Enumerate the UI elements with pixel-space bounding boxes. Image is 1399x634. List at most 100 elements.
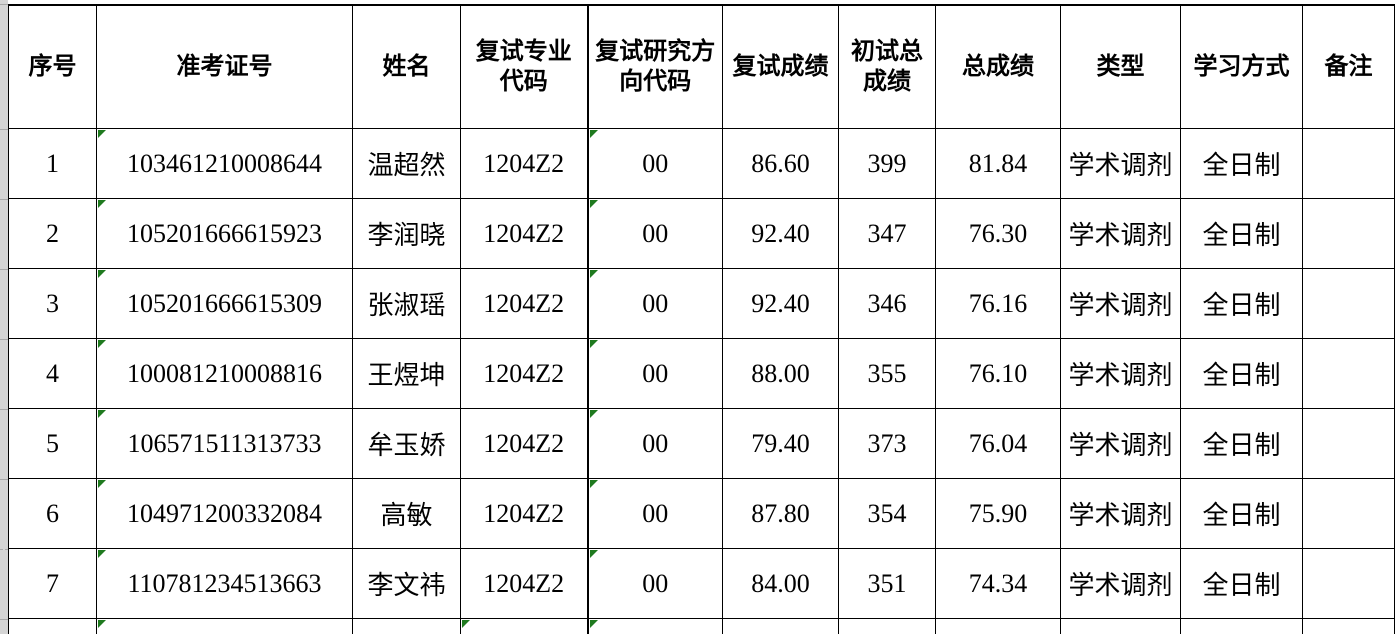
table-cell[interactable] xyxy=(838,618,936,634)
table-cell[interactable]: 5 xyxy=(8,408,97,479)
table-cell[interactable]: 110781234513663 xyxy=(96,548,353,619)
table-cell[interactable]: 1204Z2 xyxy=(460,268,588,339)
table-cell[interactable]: 王煜坤 xyxy=(352,338,461,409)
table-cell[interactable]: 373 xyxy=(838,408,936,479)
table-cell[interactable] xyxy=(1180,618,1303,634)
table-cell[interactable]: 79.40 xyxy=(722,408,839,479)
col-header-remarks[interactable]: 备注 xyxy=(1302,4,1395,129)
table-cell[interactable] xyxy=(460,618,588,634)
table-cell[interactable]: 81.84 xyxy=(935,128,1061,199)
table-cell[interactable] xyxy=(722,618,839,634)
table-cell[interactable]: 87.80 xyxy=(722,478,839,549)
table-cell[interactable] xyxy=(96,618,353,634)
table-cell[interactable]: 00 xyxy=(586,198,723,269)
table-cell[interactable]: 103461210008644 xyxy=(96,128,353,199)
table-cell[interactable] xyxy=(1302,408,1395,479)
table-cell[interactable] xyxy=(1302,478,1395,549)
table-cell[interactable]: 88.00 xyxy=(722,338,839,409)
table-cell[interactable] xyxy=(8,618,97,634)
col-header-type[interactable]: 类型 xyxy=(1060,4,1181,129)
table-cell[interactable]: 3 xyxy=(8,268,97,339)
table-cell[interactable]: 学术调剂 xyxy=(1060,128,1181,199)
table-cell[interactable]: 张淑瑶 xyxy=(352,268,461,339)
table-cell[interactable]: 399 xyxy=(838,128,936,199)
table-cell[interactable] xyxy=(1302,128,1395,199)
table-cell[interactable]: 105201666615923 xyxy=(96,198,353,269)
col-header-direction-code[interactable]: 复试研究方 向代码 xyxy=(586,4,723,129)
table-cell[interactable]: 全日制 xyxy=(1180,338,1303,409)
col-header-index[interactable]: 序号 xyxy=(8,4,97,129)
table-cell[interactable]: 温超然 xyxy=(352,128,461,199)
table-cell[interactable]: 00 xyxy=(586,128,723,199)
table-cell[interactable]: 学术调剂 xyxy=(1060,338,1181,409)
table-cell[interactable] xyxy=(1302,338,1395,409)
table-cell[interactable]: 105201666615309 xyxy=(96,268,353,339)
table-cell[interactable]: 00 xyxy=(586,548,723,619)
table-cell[interactable]: 学术调剂 xyxy=(1060,548,1181,619)
table-cell[interactable]: 学术调剂 xyxy=(1060,198,1181,269)
table-cell[interactable]: 106571511313733 xyxy=(96,408,353,479)
col-header-initial-total-score[interactable]: 初试总 成绩 xyxy=(838,4,936,129)
table-cell[interactable]: 1204Z2 xyxy=(460,128,588,199)
table-cell[interactable]: 76.04 xyxy=(935,408,1061,479)
table-cell[interactable]: 1 xyxy=(8,128,97,199)
table-cell[interactable]: 00 xyxy=(586,478,723,549)
table-cell[interactable]: 全日制 xyxy=(1180,408,1303,479)
table-cell[interactable]: 84.00 xyxy=(722,548,839,619)
table-cell[interactable]: 6 xyxy=(8,478,97,549)
table-cell[interactable] xyxy=(1302,268,1395,339)
table-cell[interactable]: 76.10 xyxy=(935,338,1061,409)
table-cell[interactable]: 1204Z2 xyxy=(460,478,588,549)
table-cell[interactable]: 76.16 xyxy=(935,268,1061,339)
col-header-ticket-number[interactable]: 准考证号 xyxy=(96,4,353,129)
table-cell[interactable]: 347 xyxy=(838,198,936,269)
table-cell[interactable]: 李润晓 xyxy=(352,198,461,269)
table-cell[interactable]: 351 xyxy=(838,548,936,619)
table-cell[interactable]: 全日制 xyxy=(1180,198,1303,269)
table-cell[interactable] xyxy=(1060,618,1181,634)
table-cell[interactable]: 全日制 xyxy=(1180,268,1303,339)
table-cell[interactable]: 92.40 xyxy=(722,198,839,269)
col-header-major-code[interactable]: 复试专业 代码 xyxy=(460,4,588,129)
table-cell[interactable]: 92.40 xyxy=(722,268,839,339)
table-cell[interactable] xyxy=(1302,618,1395,634)
table-cell[interactable]: 学术调剂 xyxy=(1060,478,1181,549)
table-cell[interactable]: 1204Z2 xyxy=(460,408,588,479)
table-cell[interactable]: 00 xyxy=(586,408,723,479)
table-cell[interactable]: 学术调剂 xyxy=(1060,408,1181,479)
table-cell[interactable]: 104971200332084 xyxy=(96,478,353,549)
table-cell[interactable]: 1204Z2 xyxy=(460,198,588,269)
table-cell[interactable]: 学术调剂 xyxy=(1060,268,1181,339)
table-cell[interactable] xyxy=(586,618,723,634)
col-header-study-mode[interactable]: 学习方式 xyxy=(1180,4,1303,129)
table-cell[interactable]: 全日制 xyxy=(1180,478,1303,549)
col-header-total-score[interactable]: 总成绩 xyxy=(935,4,1061,129)
col-header-name[interactable]: 姓名 xyxy=(352,4,461,129)
table-cell[interactable]: 1204Z2 xyxy=(460,548,588,619)
table-cell[interactable]: 355 xyxy=(838,338,936,409)
table-cell[interactable] xyxy=(352,618,461,634)
table-cell[interactable]: 86.60 xyxy=(722,128,839,199)
table-cell[interactable] xyxy=(935,618,1061,634)
table-cell[interactable]: 牟玉娇 xyxy=(352,408,461,479)
table-cell[interactable]: 4 xyxy=(8,338,97,409)
table-cell[interactable]: 346 xyxy=(838,268,936,339)
table-cell[interactable]: 00 xyxy=(586,268,723,339)
table-cell[interactable]: 高敏 xyxy=(352,478,461,549)
table-cell[interactable]: 全日制 xyxy=(1180,548,1303,619)
col-header-retest-score[interactable]: 复试成绩 xyxy=(722,4,839,129)
table-cell[interactable]: 00 xyxy=(586,338,723,409)
table-cell[interactable]: 354 xyxy=(838,478,936,549)
table-cell[interactable]: 1204Z2 xyxy=(460,338,588,409)
table-cell[interactable] xyxy=(1302,198,1395,269)
table-cell[interactable]: 李文祎 xyxy=(352,548,461,619)
table-cell[interactable]: 75.90 xyxy=(935,478,1061,549)
table-cell[interactable]: 7 xyxy=(8,548,97,619)
table-cell[interactable] xyxy=(1302,548,1395,619)
table-cell[interactable]: 2 xyxy=(8,198,97,269)
gutter-gridline xyxy=(0,619,8,620)
table-cell[interactable]: 100081210008816 xyxy=(96,338,353,409)
table-cell[interactable]: 76.30 xyxy=(935,198,1061,269)
table-cell[interactable]: 全日制 xyxy=(1180,128,1303,199)
table-cell[interactable]: 74.34 xyxy=(935,548,1061,619)
